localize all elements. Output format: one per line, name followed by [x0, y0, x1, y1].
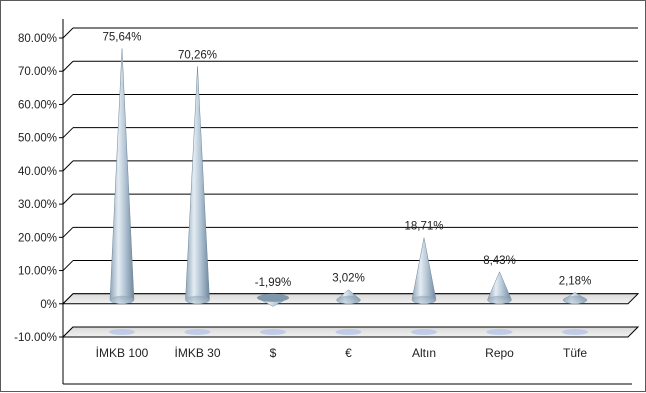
y-tick-label: 50.00% [18, 133, 57, 145]
data-label: 75,64% [102, 31, 141, 43]
y-tick-label: 80.00% [18, 33, 57, 45]
grid-depth-line [62, 27, 74, 39]
data-label: 3,02% [332, 273, 365, 285]
category-label: Tüfe [563, 346, 587, 360]
cone-4 [411, 237, 437, 335]
y-tick-label: 60.00% [18, 99, 57, 111]
y-tick-label: 70.00% [18, 66, 57, 78]
grid-depth-line [62, 127, 74, 139]
cone-base [185, 295, 210, 304]
y-tick-label: 0% [40, 299, 57, 311]
y-tick-label: 10.00% [18, 266, 57, 278]
cone-6 [562, 292, 588, 335]
grid-depth-line [62, 60, 74, 72]
cone-mark [411, 237, 437, 305]
cones [109, 48, 588, 335]
category-label: $ [270, 346, 277, 360]
cone-base [412, 295, 436, 304]
y-axis: 80.00% 70.00% 60.00% 50.00% 40.00% 30.00% 20.0… [14, 19, 632, 385]
cone-2 [256, 293, 290, 335]
data-label: 8,43% [483, 255, 516, 267]
grid-depth-line [62, 160, 74, 172]
cone-mark [185, 66, 210, 305]
cone-mark [109, 48, 135, 305]
data-label: 2,18% [559, 276, 592, 288]
category-label: İMKB 30 [174, 346, 220, 360]
cone-5 [486, 271, 513, 335]
grid-depth-line [62, 193, 74, 205]
cone-mark [487, 271, 512, 305]
cone-shadow [184, 329, 211, 335]
data-label: 18,71% [404, 221, 443, 233]
category-label: Repo [485, 346, 514, 360]
labels: 75,64% İMKB 100 70,26% İMKB 30 -1,99% $3,02% €… [96, 31, 592, 360]
cone-0 [109, 48, 135, 335]
category-label: Altın [412, 346, 436, 360]
cone-base [336, 295, 361, 304]
cone-shadow [260, 329, 286, 335]
cone-shadow [411, 329, 437, 335]
cone-base [110, 295, 134, 304]
grid-lines [62, 27, 638, 338]
y-tick-label: -10.00% [14, 332, 57, 344]
cone-1 [184, 66, 211, 335]
data-label: -1,99% [255, 277, 291, 289]
grid-depth-line [62, 94, 74, 105]
y-tick-label: 30.00% [18, 199, 57, 211]
cone-base [487, 295, 512, 304]
category-label: € [345, 346, 352, 360]
cone-shadow [486, 329, 513, 335]
category-label: İMKB 100 [96, 346, 149, 360]
y-tick-label: 20.00% [18, 232, 57, 244]
cone-shadow [109, 329, 135, 335]
grid-depth-line [62, 260, 74, 271]
data-label: 70,26% [178, 49, 217, 61]
cone-shadow [562, 329, 588, 335]
cone-shadow [335, 329, 362, 335]
cone-3 [335, 289, 362, 335]
grid-depth-line [62, 226, 74, 238]
cone-base [257, 293, 289, 302]
cone-base [563, 295, 587, 304]
y-tick-label: 40.00% [18, 166, 57, 178]
